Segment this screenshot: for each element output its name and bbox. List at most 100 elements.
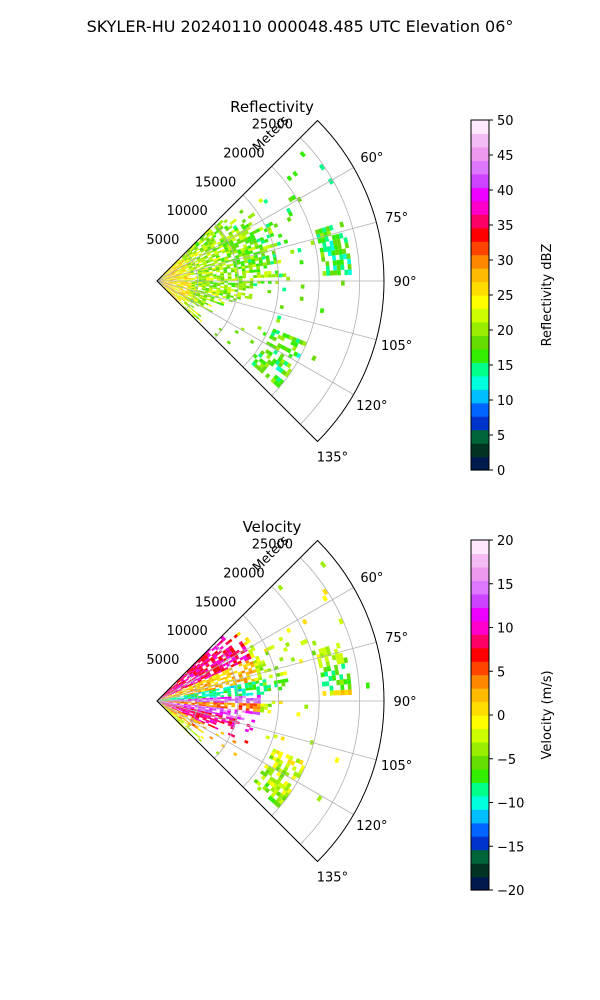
- azimuth-tick-label: 105°: [381, 759, 412, 774]
- colorbar-segment: [471, 674, 489, 689]
- colorbar-segment: [471, 593, 489, 608]
- colorbar-tick-label: −5: [497, 753, 516, 768]
- azimuth-gridline: [156, 221, 377, 282]
- colorbar-segment: [471, 133, 489, 148]
- polar-panel-velocity: Velocity500010000150002000025000Meters60…: [146, 518, 555, 899]
- colorbar-segment: [471, 580, 489, 595]
- azimuth-gridline: [156, 280, 377, 341]
- colorbar-label: Velocity (m/s): [540, 670, 555, 759]
- azimuth-tick-label: 105°: [381, 339, 412, 354]
- colorbar-segment: [471, 795, 489, 810]
- radial-tick-label: 20000: [223, 566, 264, 581]
- radial-tick-label: 10000: [166, 204, 207, 219]
- radial-tick-label: 20000: [223, 146, 264, 161]
- figure-title: SKYLER-HU 20240110 000048.485 UTC Elevat…: [87, 17, 514, 36]
- colorbar-segment: [471, 362, 489, 377]
- radial-tick-label: 25000: [252, 537, 293, 552]
- colorbar-segment: [471, 416, 489, 431]
- colorbar-segment: [471, 295, 489, 310]
- colorbar-tick-label: 20: [497, 324, 514, 339]
- colorbar-segment: [471, 849, 489, 864]
- polar-frame: [156, 539, 385, 863]
- panel-title: Reflectivity: [230, 98, 314, 116]
- polar-panel-reflectivity: Reflectivity500010000150002000025000Mete…: [146, 98, 555, 479]
- colorbar-segment: [471, 308, 489, 323]
- colorbar-segment: [471, 146, 489, 161]
- colorbar-segment: [471, 540, 489, 555]
- colorbar-segment: [471, 227, 489, 242]
- colorbar-tick-label: −20: [497, 884, 524, 899]
- azimuth-tick-label: 60°: [360, 571, 383, 586]
- azimuth-tick-label: 135°: [317, 450, 348, 465]
- colorbar-segment: [471, 429, 489, 444]
- colorbar-segment: [471, 822, 489, 837]
- colorbar-segment: [471, 566, 489, 581]
- colorbar-segment: [471, 620, 489, 635]
- panel-title: Velocity: [243, 518, 302, 536]
- radial-tick-label: 5000: [146, 653, 179, 668]
- azimuth-tick-label: 120°: [356, 819, 387, 834]
- colorbar-segment: [471, 782, 489, 797]
- colorbar-tick-label: 30: [497, 254, 514, 269]
- azimuth-tick-label: 75°: [385, 211, 408, 226]
- azimuth-gridline: [156, 587, 354, 702]
- colorbar-segment: [471, 688, 489, 703]
- colorbar-segment: [471, 120, 489, 135]
- colorbar-tick-label: 10: [497, 622, 514, 637]
- azimuth-tick-label: 135°: [317, 870, 348, 885]
- colorbar-segment: [471, 200, 489, 215]
- colorbar-segment: [471, 607, 489, 622]
- colorbar-segment: [471, 728, 489, 743]
- radial-tick-label: 15000: [195, 595, 236, 610]
- azimuth-tick-label: 60°: [360, 151, 383, 166]
- colorbar-segment: [471, 173, 489, 188]
- azimuth-gridline: [156, 700, 377, 761]
- colorbar-segment: [471, 456, 489, 471]
- polar-frame: [156, 119, 385, 443]
- azimuth-tick-label: 75°: [385, 631, 408, 646]
- colorbar-segment: [471, 647, 489, 662]
- azimuth-tick-label: 90°: [394, 695, 417, 710]
- colorbar-segment: [471, 241, 489, 256]
- colorbar-tick-label: 15: [497, 578, 514, 593]
- colorbar-segment: [471, 402, 489, 417]
- colorbar-segment: [471, 809, 489, 824]
- colorbar-segment: [471, 160, 489, 175]
- colorbar-segment: [471, 553, 489, 568]
- colorbar-segment: [471, 214, 489, 229]
- colorbar-label: Reflectivity dBZ: [540, 244, 555, 347]
- colorbar-segment: [471, 348, 489, 363]
- colorbar-tick-label: 5: [497, 665, 505, 680]
- colorbar-segment: [471, 701, 489, 716]
- colorbar-tick-label: −10: [497, 797, 524, 812]
- colorbar-segment: [471, 715, 489, 730]
- colorbar-tick-label: 0: [497, 464, 505, 479]
- colorbar: 0 5 10 15 20 25 30 35 40 45 50 Reflectivity dBZ: [470, 114, 555, 479]
- colorbar-tick-label: 50: [497, 114, 514, 129]
- colorbar-segment: [471, 768, 489, 783]
- azimuth-gridline: [156, 280, 354, 395]
- radar-field: [158, 561, 370, 809]
- colorbar-tick-label: 0: [497, 709, 505, 724]
- colorbar-tick-label: 45: [497, 149, 514, 164]
- colorbar-tick-label: 5: [497, 429, 505, 444]
- colorbar-segment: [471, 389, 489, 404]
- colorbar-tick-label: 40: [497, 184, 514, 199]
- colorbar-tick-label: 25: [497, 289, 514, 304]
- colorbar-tick-label: 35: [497, 219, 514, 234]
- radial-tick-label: 15000: [195, 175, 236, 190]
- colorbar: −20 −15 −10 −5 0 5 10 15 20 Velocity (m/s): [470, 534, 555, 899]
- colorbar-segment: [471, 863, 489, 878]
- azimuth-gridline: [156, 700, 354, 815]
- colorbar-segment: [471, 876, 489, 891]
- radar-field: [158, 151, 352, 389]
- colorbar-segment: [471, 443, 489, 458]
- azimuth-tick-label: 90°: [394, 275, 417, 290]
- colorbar-tick-label: −15: [497, 840, 524, 855]
- colorbar-tick-label: 10: [497, 394, 514, 409]
- radial-tick-label: 25000: [252, 117, 293, 132]
- colorbar-segment: [471, 375, 489, 390]
- colorbar-segment: [471, 836, 489, 851]
- radial-tick-label: 10000: [166, 624, 207, 639]
